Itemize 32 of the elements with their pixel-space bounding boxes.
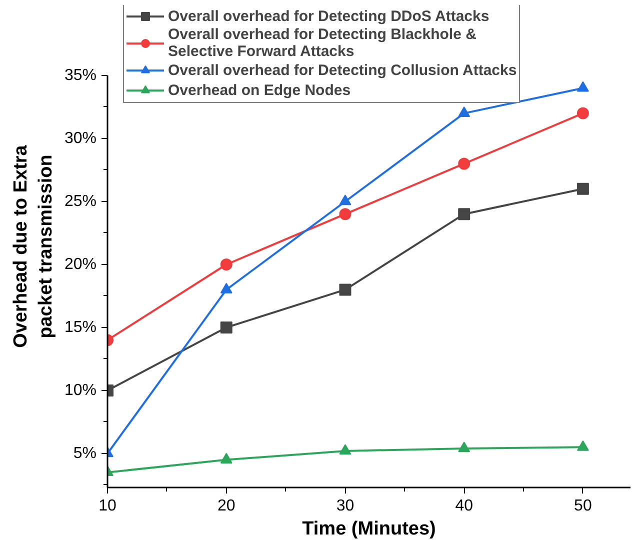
x-tick-label: 20 (217, 498, 236, 514)
legend-label: Overhead on Edge Nodes (168, 82, 351, 98)
x-axis-title: Time (Minutes) (302, 518, 436, 540)
point (220, 321, 232, 334)
x-tick-label: 50 (574, 498, 592, 514)
y-tick-label: 15% (64, 318, 97, 336)
point (220, 258, 232, 270)
legend-label: Overall overhead for Detecting Collusion Attacks (168, 62, 517, 78)
y-axis-title: Overhead due to Extra packet transmission (10, 144, 56, 348)
point (220, 452, 232, 464)
point (576, 182, 589, 195)
point (576, 440, 589, 451)
point (339, 194, 352, 206)
y-tick-label: 20% (64, 256, 97, 273)
x-tick-label: 10 (98, 498, 116, 514)
y-tick-label: 30% (64, 130, 97, 147)
point (339, 208, 352, 220)
point (458, 208, 470, 220)
y-tick-label: 5% (73, 444, 96, 462)
point (339, 444, 352, 455)
y-tick-label: 10% (64, 382, 97, 399)
legend-label: Overall overhead for Detecting Blackhole & Selective Forward Attacks (168, 26, 476, 60)
x-tick-label: 30 (336, 498, 354, 514)
x-tick-label: 40 (455, 498, 474, 514)
y-tick-label: 25% (64, 192, 97, 210)
y-tick-label: 35% (64, 67, 97, 84)
point (339, 284, 352, 296)
point (220, 282, 232, 294)
legend-label: Overall overhead for Detecting DDoS Attacks (168, 8, 490, 24)
point (458, 442, 470, 452)
point (458, 158, 470, 170)
point (576, 107, 589, 120)
